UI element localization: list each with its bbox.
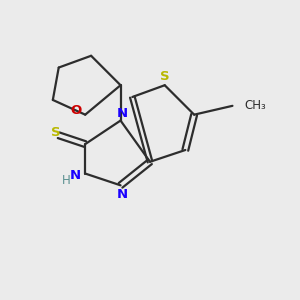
Text: CH₃: CH₃ <box>244 99 266 112</box>
Text: S: S <box>160 70 169 83</box>
Text: O: O <box>71 104 82 117</box>
Text: S: S <box>51 126 61 139</box>
Text: N: N <box>116 188 128 201</box>
Text: N: N <box>69 169 80 182</box>
Text: H: H <box>62 174 70 188</box>
Text: N: N <box>116 107 128 120</box>
